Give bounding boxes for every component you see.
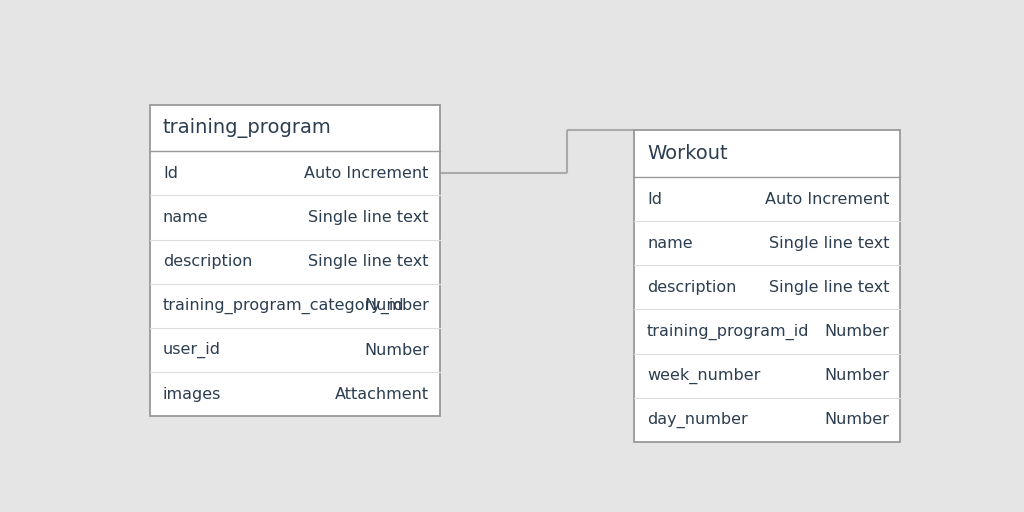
Text: training_program_category_id: training_program_category_id — [163, 298, 404, 314]
Text: Number: Number — [364, 343, 429, 357]
Text: Auto Increment: Auto Increment — [765, 191, 889, 206]
Text: day_number: day_number — [647, 412, 748, 428]
Text: user_id: user_id — [163, 342, 221, 358]
Text: Attachment: Attachment — [335, 387, 429, 402]
Text: Auto Increment: Auto Increment — [304, 166, 429, 181]
Text: images: images — [163, 387, 221, 402]
Text: Id: Id — [647, 191, 662, 206]
Text: description: description — [163, 254, 252, 269]
Text: training_program_id: training_program_id — [647, 324, 810, 339]
Text: Single line text: Single line text — [769, 280, 889, 295]
Text: Number: Number — [824, 368, 889, 383]
Text: week_number: week_number — [647, 368, 761, 384]
Text: Single line text: Single line text — [308, 254, 429, 269]
Bar — [151, 105, 440, 416]
Text: Number: Number — [824, 324, 889, 339]
Bar — [634, 131, 900, 442]
Text: Id: Id — [163, 166, 178, 181]
Text: name: name — [163, 210, 209, 225]
Text: Number: Number — [824, 412, 889, 428]
Text: training_program: training_program — [163, 118, 332, 138]
Text: description: description — [647, 280, 736, 295]
Text: Single line text: Single line text — [308, 210, 429, 225]
Text: Workout: Workout — [647, 144, 728, 163]
Text: Single line text: Single line text — [769, 236, 889, 251]
Text: Number: Number — [364, 298, 429, 313]
Text: name: name — [647, 236, 692, 251]
